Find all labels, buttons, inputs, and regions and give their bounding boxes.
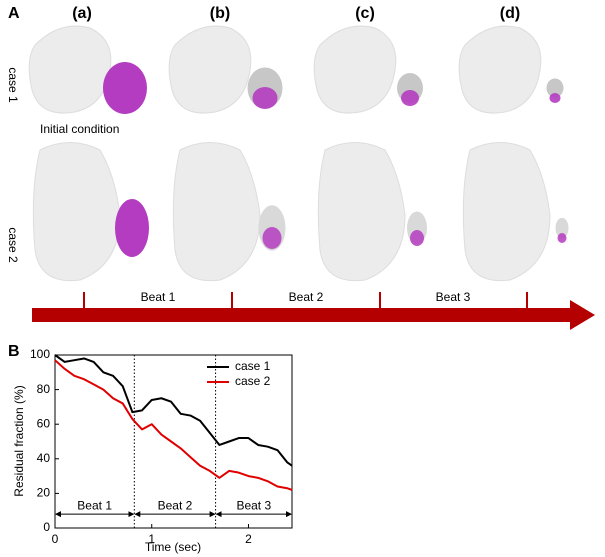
x-tick-label: 2	[245, 532, 252, 546]
beat-label: Beat 2	[289, 290, 324, 304]
series-line	[54, 354, 293, 467]
atrium	[172, 142, 261, 282]
atrium	[313, 25, 397, 114]
column-label: (a)	[72, 5, 92, 22]
residual	[557, 233, 567, 243]
y-tick-label: 80	[37, 382, 51, 396]
y-tick-label: 40	[37, 451, 51, 465]
y-tick-label: 100	[30, 347, 50, 361]
beat-label: Beat 3	[236, 498, 271, 512]
atrium	[317, 142, 406, 282]
atrium	[168, 25, 252, 114]
x-axis-label: Time (sec)	[145, 540, 201, 554]
atrium	[462, 142, 551, 282]
residual	[546, 78, 564, 98]
residual	[401, 90, 419, 106]
panel-label: A	[8, 5, 20, 22]
residual	[120, 224, 144, 252]
residual	[555, 217, 569, 239]
y-tick-label: 20	[37, 486, 51, 500]
beat-label: Beat 1	[77, 498, 112, 512]
series-line	[54, 359, 293, 491]
renders	[28, 25, 569, 282]
residual	[109, 84, 141, 112]
y-axis-label: Residual fraction (%)	[12, 385, 26, 496]
beat-label: Beat 1	[141, 290, 176, 304]
beat-label: Beat 3	[436, 290, 471, 304]
timeline-arrow	[32, 300, 595, 330]
row-label: case 2	[6, 227, 20, 263]
panel-label: B	[8, 343, 20, 360]
note: Initial condition	[40, 122, 119, 136]
timeline-ticks	[83, 292, 528, 308]
column-label: (c)	[355, 5, 375, 22]
column-label: (d)	[500, 5, 520, 22]
plot-frame	[54, 354, 293, 529]
atrium	[458, 25, 542, 114]
y-tick-label: 60	[37, 416, 51, 430]
atrium	[32, 142, 121, 282]
legend-label: case 1	[235, 359, 271, 373]
atrium	[28, 25, 112, 114]
residual	[410, 230, 424, 246]
row-label: case 1	[6, 67, 20, 103]
x-tick-label: 1	[148, 532, 155, 546]
residual	[262, 227, 282, 249]
residual	[549, 93, 561, 103]
beat-label: Beat 2	[158, 498, 193, 512]
residual	[252, 87, 278, 109]
column-label: (b)	[210, 5, 230, 22]
x-tick-label: 0	[52, 532, 59, 546]
legend-label: case 2	[235, 374, 271, 388]
y-tick-label: 0	[43, 520, 50, 534]
